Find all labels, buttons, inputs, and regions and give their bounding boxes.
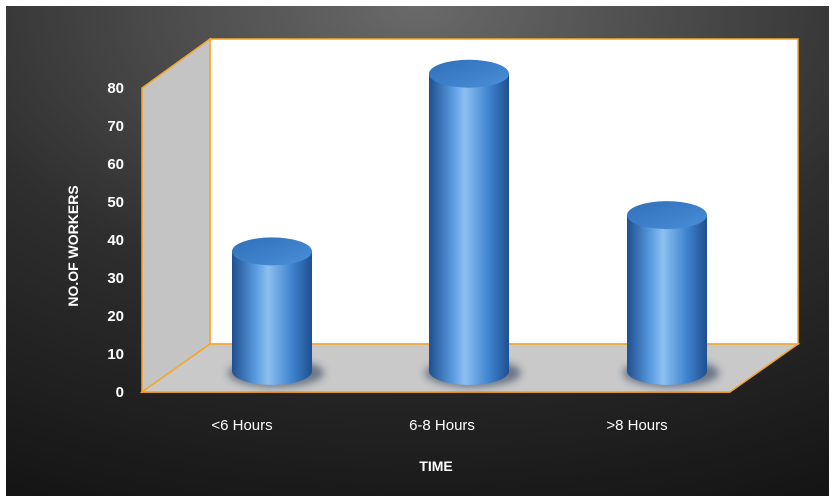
x-category-label: 6-8 Hours [409,417,475,434]
y-tick-label: 30 [107,270,124,287]
y-tick-label: 20 [107,308,124,325]
y-tick-label: 50 [107,194,124,211]
bar-top [232,237,312,266]
x-category-label: >8 Hours [606,417,667,434]
chart: 0 10 20 30 40 50 60 70 80 <6 Hours 6-8 Hours >8 Ho… [6,6,829,496]
side-wall [141,37,211,394]
chart-svg: 0 10 20 30 40 50 60 70 80 <6 Hours 6-8 Hours >8 Ho… [6,6,829,496]
bar-2 [623,201,719,387]
bar-body [429,73,509,385]
bars [228,59,719,387]
y-tick-label: 0 [116,384,124,401]
bar-body [232,251,312,385]
bar-top [627,201,707,230]
y-axis-ticks: 0 10 20 30 40 50 60 70 80 [107,80,124,401]
y-tick-label: 80 [107,80,124,97]
x-axis-categories: <6 Hours 6-8 Hours >8 Hours [211,417,667,434]
bar-1 [425,59,521,387]
bar-0 [228,237,324,387]
x-category-label: <6 Hours [211,417,272,434]
y-axis-title: NO.OF WORKERS [65,185,81,306]
y-tick-label: 60 [107,156,124,173]
y-tick-label: 10 [107,346,124,363]
y-tick-label: 70 [107,118,124,135]
bar-top [429,59,509,88]
y-tick-label: 40 [107,232,124,249]
x-axis-title: TIME [419,458,452,474]
bar-body [627,215,707,385]
